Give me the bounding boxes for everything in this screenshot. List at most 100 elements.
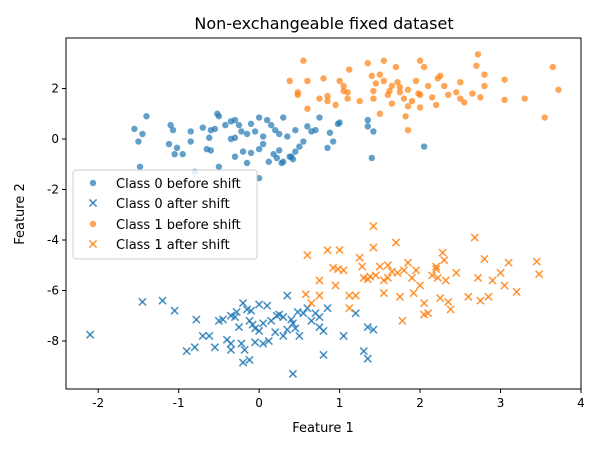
data-point	[368, 154, 375, 162]
data-point	[436, 72, 444, 80]
data-point	[444, 297, 453, 307]
data-point	[170, 306, 179, 315]
data-point	[473, 62, 480, 69]
data-point	[263, 301, 272, 310]
y-tick-label: 2	[51, 82, 59, 96]
data-point	[139, 130, 146, 138]
x-tick-label: 1	[336, 396, 344, 410]
x-tick-label: -2	[92, 396, 104, 410]
data-point	[395, 292, 405, 301]
data-point	[158, 296, 167, 305]
data-point	[370, 95, 377, 102]
data-point	[376, 110, 384, 117]
data-point	[258, 339, 268, 348]
data-point	[238, 128, 245, 135]
data-point	[211, 125, 219, 133]
data-point	[399, 266, 409, 275]
legend-box	[72, 169, 258, 260]
data-point	[336, 119, 343, 126]
data-point	[307, 316, 316, 325]
data-point	[400, 95, 408, 102]
data-point	[187, 128, 194, 135]
data-point	[320, 75, 327, 82]
x-tick-label: 0	[255, 396, 263, 410]
x-tick-label: -1	[173, 396, 185, 410]
data-point	[251, 128, 259, 135]
y-tick-label: -2	[47, 183, 59, 197]
data-point	[315, 291, 324, 300]
x-tick-label: 3	[497, 396, 505, 410]
data-point	[371, 271, 380, 280]
data-point	[315, 276, 324, 285]
data-point	[408, 97, 416, 105]
data-point	[259, 133, 267, 140]
data-point	[267, 121, 275, 129]
data-point	[198, 331, 207, 341]
data-point	[304, 105, 311, 112]
data-point	[250, 324, 260, 333]
data-point	[286, 77, 293, 85]
data-point	[375, 262, 384, 271]
data-point	[255, 145, 263, 153]
data-point	[135, 138, 142, 145]
data-point	[372, 80, 380, 87]
data-point	[363, 322, 372, 332]
data-point	[424, 82, 432, 90]
data-point	[319, 326, 328, 336]
data-point	[412, 77, 420, 85]
legend-marker-0	[89, 179, 97, 187]
data-point	[232, 307, 241, 317]
data-point	[388, 82, 396, 90]
data-point	[263, 116, 271, 124]
data-point	[295, 331, 304, 341]
data-point	[481, 82, 488, 90]
data-point	[206, 134, 213, 141]
data-point	[344, 89, 351, 96]
data-point	[245, 355, 254, 365]
data-point	[333, 264, 343, 274]
data-point	[259, 140, 267, 148]
legend-marker-1	[88, 198, 98, 208]
data-point	[393, 268, 402, 278]
data-point	[357, 262, 367, 271]
data-point	[474, 51, 482, 58]
data-point	[359, 346, 368, 356]
data-point	[289, 156, 297, 163]
data-point	[438, 248, 447, 257]
data-point	[521, 95, 528, 102]
data-point	[336, 77, 343, 85]
data-point	[199, 124, 206, 131]
data-point	[284, 133, 291, 140]
data-point	[234, 322, 244, 332]
data-point	[344, 95, 351, 102]
data-point	[386, 87, 393, 95]
y-tick-label: -6	[47, 284, 59, 298]
series-1	[85, 291, 378, 379]
data-point	[222, 121, 229, 129]
data-point	[279, 312, 288, 322]
data-point	[470, 233, 479, 242]
data-point	[288, 369, 298, 379]
data-point	[432, 101, 440, 109]
data-point	[481, 71, 488, 78]
data-point	[248, 320, 257, 329]
y-tick-label: -8	[47, 334, 59, 348]
data-point	[218, 315, 228, 324]
data-point	[205, 331, 214, 341]
data-point	[304, 77, 311, 85]
data-point	[235, 121, 243, 129]
data-point	[332, 101, 339, 109]
data-point	[488, 276, 497, 285]
data-point	[291, 324, 300, 333]
data-point	[383, 273, 393, 283]
series-2	[286, 51, 562, 134]
data-point	[247, 149, 255, 157]
data-point	[404, 126, 412, 134]
data-point	[171, 150, 178, 158]
data-point	[331, 281, 340, 290]
y-tick-label: 0	[51, 132, 59, 146]
data-point	[416, 91, 424, 99]
data-point	[392, 63, 400, 71]
data-point	[258, 319, 268, 328]
